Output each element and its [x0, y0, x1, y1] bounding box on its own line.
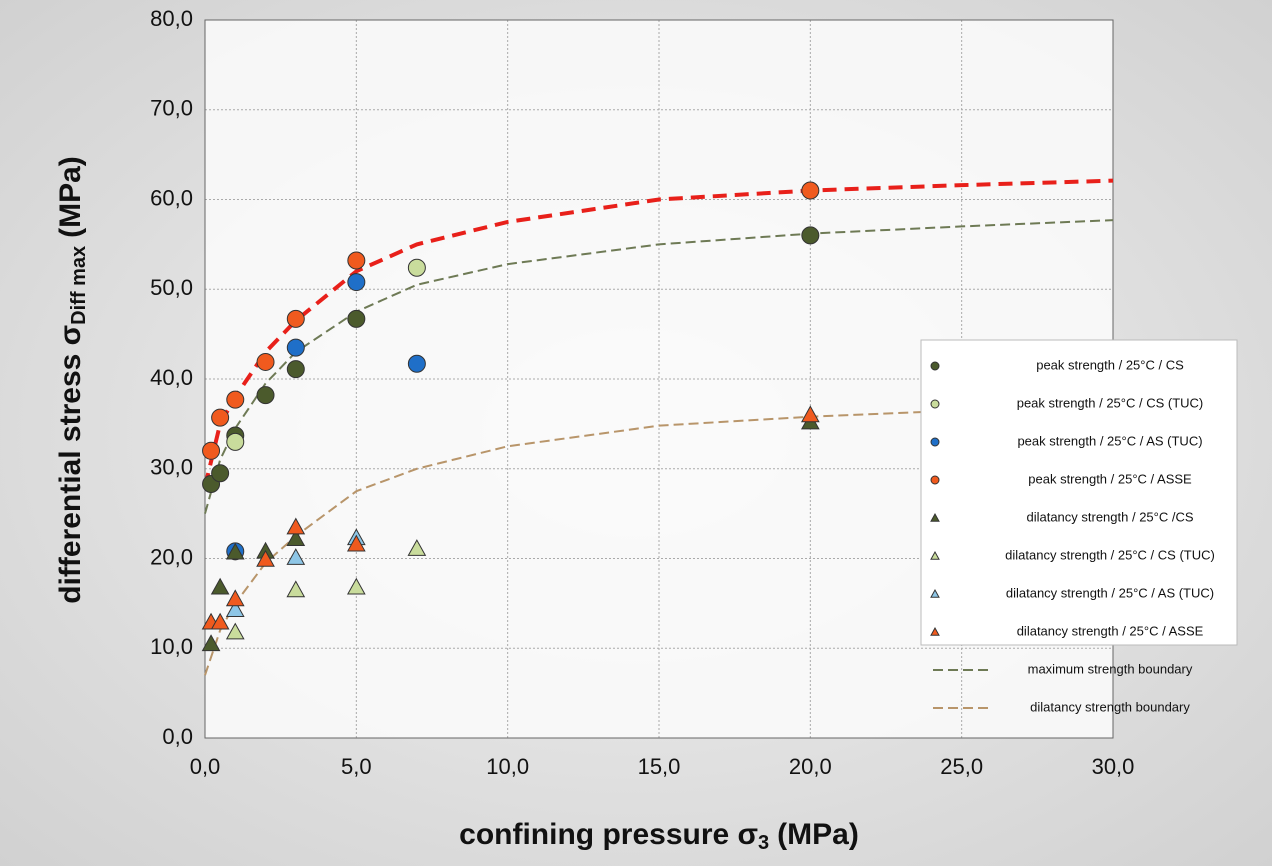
- x-tick-label: 30,0: [1092, 754, 1135, 779]
- data-point: [801, 226, 820, 245]
- data-point: [286, 580, 306, 598]
- legend-label: peak strength / 25°C / ASSE: [1028, 471, 1192, 486]
- data-point: [407, 354, 426, 373]
- data-point: [286, 360, 305, 379]
- y-axis-label: differential stress σDiff max(MPa): [54, 156, 90, 604]
- data-point: [202, 441, 221, 460]
- legend-swatch: [930, 588, 940, 598]
- x-axis-label: confining pressure σ3 (MPa): [459, 818, 859, 854]
- data-point: [226, 390, 245, 409]
- legend-swatch: [930, 512, 940, 522]
- data-point: [225, 622, 245, 640]
- data-point: [407, 539, 427, 556]
- y-tick-label: 40,0: [150, 365, 193, 390]
- legend-label: dilatancy strength boundary: [1030, 699, 1190, 714]
- data-point: [286, 529, 306, 547]
- x-tick-label: 25,0: [940, 754, 983, 779]
- data-point: [225, 589, 245, 607]
- data-point: [347, 251, 366, 270]
- data-point: [211, 464, 230, 483]
- data-point: [286, 338, 305, 357]
- data-point: [407, 258, 426, 277]
- data-point: [346, 577, 366, 595]
- data-point: [210, 577, 230, 595]
- x-tick-label: 20,0: [789, 754, 832, 779]
- legend-swatch: [930, 550, 940, 560]
- y-tick-label: 80,0: [150, 6, 193, 31]
- x-tick-label: 0,0: [190, 754, 221, 779]
- data-point: [226, 432, 245, 451]
- data-point: [256, 549, 275, 567]
- y-tick-label: 50,0: [150, 275, 193, 300]
- legend-label: peak strength / 25°C / CS (TUC): [1017, 395, 1204, 410]
- y-tick-label: 30,0: [150, 455, 193, 480]
- data-point: [347, 273, 366, 292]
- data-point: [210, 612, 230, 630]
- legend-label: maximum strength boundary: [1028, 661, 1193, 676]
- legend-swatch: [930, 361, 940, 371]
- legend-swatch: [930, 399, 940, 409]
- legend-box: [920, 339, 1238, 646]
- data-point: [286, 548, 306, 565]
- data-point: [286, 309, 305, 328]
- data-point: [211, 408, 230, 427]
- y-tick-label: 60,0: [150, 185, 193, 210]
- y-tick-label: 10,0: [150, 634, 193, 659]
- data-point: [286, 517, 306, 535]
- legend-label: dilatancy strength / 25°C / ASSE: [1017, 623, 1204, 638]
- y-tick-label: 20,0: [150, 544, 193, 569]
- legend-label: peak strength / 25°C / AS (TUC): [1017, 433, 1202, 448]
- legend-label: peak strength / 25°C / CS: [1036, 357, 1184, 372]
- data-point: [201, 634, 221, 652]
- y-tick-label: 70,0: [150, 96, 193, 121]
- data-point: [256, 352, 275, 371]
- data-point: [256, 386, 275, 405]
- legend-label: dilatancy strength / 25°C /CS: [1026, 509, 1193, 524]
- x-tick-label: 10,0: [486, 754, 529, 779]
- legend-swatch: [930, 626, 940, 636]
- x-tick-label: 5,0: [341, 754, 372, 779]
- x-tick-label: 15,0: [638, 754, 681, 779]
- boundary-curve: [204, 404, 1114, 676]
- data-point: [347, 309, 366, 328]
- legend-swatch: [930, 437, 940, 447]
- y-tick-label: 0,0: [162, 724, 193, 749]
- legend-label: dilatancy strength / 25°C / AS (TUC): [1006, 585, 1214, 600]
- data-point: [225, 542, 245, 560]
- legend-label: dilatancy strength / 25°C / CS (TUC): [1005, 547, 1215, 562]
- data-point: [225, 600, 245, 617]
- data-point: [346, 534, 366, 552]
- data-point: [801, 181, 820, 200]
- data-point: [800, 405, 820, 423]
- legend-swatch: [930, 475, 940, 485]
